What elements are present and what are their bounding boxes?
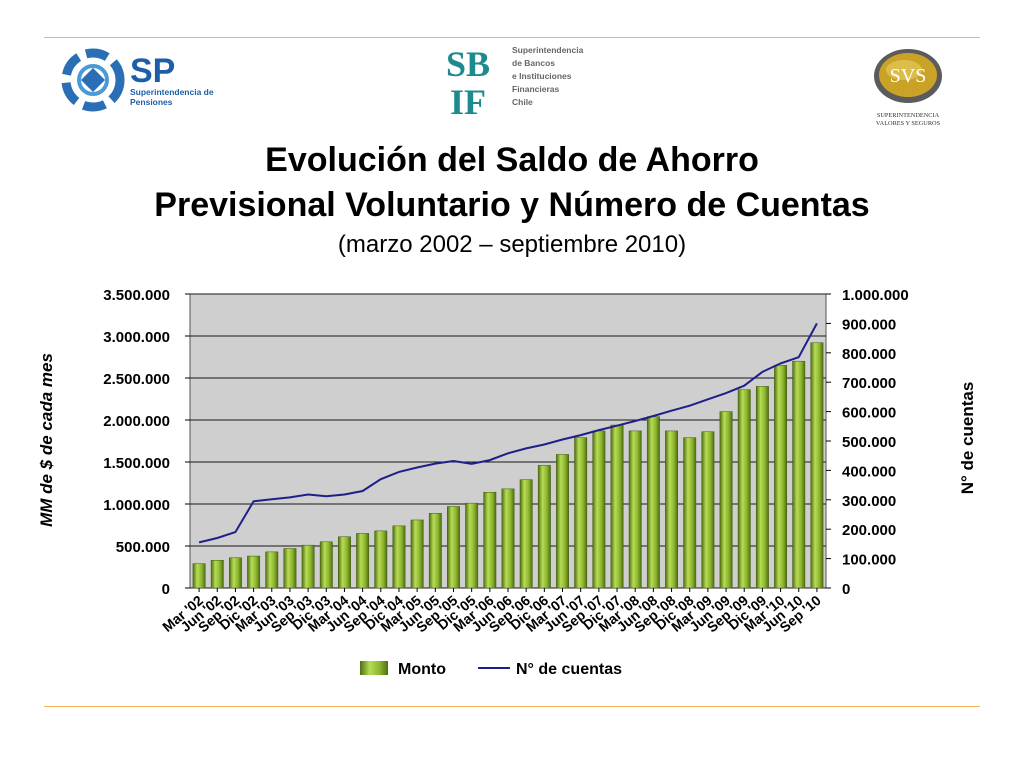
bar-12 xyxy=(410,519,424,589)
right-axis-label: N° de cuentas xyxy=(958,382,977,495)
bar-7 xyxy=(319,541,333,589)
bar-26 xyxy=(665,430,678,589)
bar-8 xyxy=(338,536,351,589)
right-tick-label-3: 300.000 xyxy=(842,493,896,510)
bar-16 xyxy=(483,491,497,589)
sp-logo-text-2: Pensiones xyxy=(130,97,173,107)
bar-19 xyxy=(537,465,551,589)
bar-34 xyxy=(810,342,824,589)
sp-logo: SP Superintendencia de Pensiones xyxy=(61,48,214,112)
sbif-logo-text-line-4: Chile xyxy=(512,97,533,107)
svs-logo-text-2: VALORES Y SEGUROS xyxy=(876,120,941,127)
sp-logo-text-1: Superintendencia de xyxy=(130,87,214,97)
sbif-logo-text-line-2: e Instituciones xyxy=(512,71,572,81)
bar-29 xyxy=(719,411,733,589)
bar-20 xyxy=(556,454,569,589)
bar-25 xyxy=(646,416,660,589)
bar-2 xyxy=(229,557,242,589)
bar-6 xyxy=(301,544,315,589)
right-tick-label-1: 100.000 xyxy=(842,552,896,569)
right-tick-label-7: 700.000 xyxy=(842,375,896,392)
sbif-logo-abbr-1: SB xyxy=(446,44,490,84)
bottom-divider xyxy=(44,706,980,707)
sbif-logo-text-line-0: Superintendencia xyxy=(512,45,584,55)
bar-21 xyxy=(574,437,588,589)
bar-32 xyxy=(774,365,787,589)
right-tick-label-5: 500.000 xyxy=(842,434,896,451)
bar-11 xyxy=(392,525,406,589)
right-tick-label-4: 400.000 xyxy=(842,463,896,480)
monto-bars xyxy=(192,342,824,589)
svs-logo: SVS SUPERINTENDENCIA VALORES Y SEGUROS xyxy=(874,49,942,127)
sbif-logo-text-line-3: Financieras xyxy=(512,84,560,94)
right-tick-label-9: 900.000 xyxy=(842,316,896,333)
left-axis-ticks: 0 500.000 1.000.000 1.500.000 2.000.000 2.500… xyxy=(103,287,190,598)
left-tick-label-7: 3.500.000 xyxy=(103,287,170,304)
left-tick-label-3: 1.500.000 xyxy=(103,455,170,472)
right-axis-ticks: 0 100.000 200.000 300.000 400.000 500.000 600.… xyxy=(826,287,909,598)
right-tick-label-8: 800.000 xyxy=(842,346,896,363)
top-divider xyxy=(44,37,980,38)
bar-33 xyxy=(792,360,806,589)
right-tick-label-10: 1.000.000 xyxy=(842,287,909,304)
right-tick-label-2: 200.000 xyxy=(842,522,896,539)
bar-28 xyxy=(701,431,715,589)
left-tick-label-2: 1.000.000 xyxy=(103,497,170,514)
cuentas-line xyxy=(198,322,818,544)
left-tick-label-0: 0 xyxy=(162,581,170,598)
bar-22 xyxy=(592,430,606,589)
left-tick-label-1: 500.000 xyxy=(116,539,170,556)
sbif-logo-text: Superintendencia de Bancos e Instituciones… xyxy=(512,45,584,107)
sbif-logo: SB IF Superintendencia de Bancos e Institu… xyxy=(446,44,584,118)
right-tick-label-6: 600.000 xyxy=(842,405,896,422)
bar-10 xyxy=(374,530,388,589)
legend-cuentas-label: N° de cuentas xyxy=(516,661,622,678)
sp-emblem-icon xyxy=(61,48,125,112)
svs-emblem-icon xyxy=(874,49,942,103)
bar-18 xyxy=(519,479,533,589)
bar-23 xyxy=(610,424,624,589)
sp-logo-abbr: SP xyxy=(130,52,175,90)
legend-monto-swatch xyxy=(360,661,388,675)
left-tick-label-6: 3.000.000 xyxy=(103,329,170,346)
left-axis-label: MM de $ de cada mes xyxy=(37,353,56,527)
bar-0 xyxy=(192,563,206,589)
bar-1 xyxy=(210,560,224,589)
right-tick-label-0: 0 xyxy=(842,581,850,598)
svs-logo-text-1: SUPERINTENDENCIA xyxy=(877,112,940,119)
bar-17 xyxy=(501,488,515,589)
bar-27 xyxy=(683,437,697,589)
title-block: Evolución del Saldo de Ahorro Previsiona… xyxy=(0,138,1024,260)
bar-13 xyxy=(428,512,442,589)
sbif-logo-text-line-1: de Bancos xyxy=(512,58,555,68)
bar-9 xyxy=(356,533,370,589)
bar-5 xyxy=(283,548,297,589)
bar-15 xyxy=(465,502,479,589)
chart-title-line-1: Evolución del Saldo de Ahorro xyxy=(265,141,759,179)
svs-logo-abbr: SVS xyxy=(890,65,927,87)
bar-24 xyxy=(628,430,642,589)
legend-monto-label: Monto xyxy=(398,661,446,678)
bar-4 xyxy=(265,551,279,589)
bar-30 xyxy=(737,389,751,589)
legend: Monto N° de cuentas xyxy=(360,661,622,678)
sbif-logo-abbr-2: IF xyxy=(450,82,486,118)
chart-title-line-2: Previsional Voluntario y Número de Cuent… xyxy=(154,186,870,224)
bar-14 xyxy=(447,506,460,589)
left-tick-label-5: 2.500.000 xyxy=(103,371,170,388)
bar-3 xyxy=(247,555,261,589)
bar-31 xyxy=(755,386,769,589)
left-tick-label-4: 2.000.000 xyxy=(103,413,170,430)
chart-subtitle: (marzo 2002 – septiembre 2010) xyxy=(337,231,687,258)
